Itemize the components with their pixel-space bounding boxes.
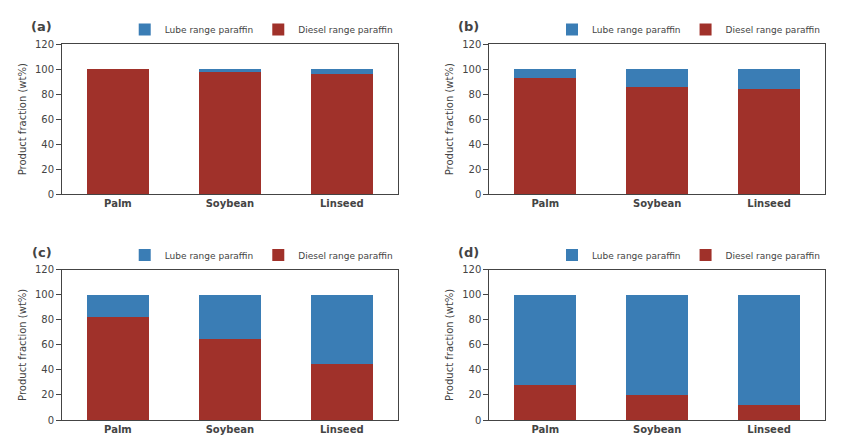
- svg-text:Lube range paraffin: Lube range paraffin: [165, 251, 254, 261]
- svg-text:100: 100: [462, 289, 481, 300]
- svg-text:Linseed: Linseed: [320, 424, 364, 435]
- svg-text:Soybean: Soybean: [633, 198, 681, 209]
- svg-text:Palm: Palm: [104, 198, 132, 209]
- svg-text:0: 0: [48, 189, 54, 200]
- svg-text:Product fraction (wt%): Product fraction (wt%): [17, 63, 28, 175]
- svg-text:20: 20: [469, 389, 482, 400]
- svg-text:40: 40: [41, 139, 54, 150]
- svg-text:60: 60: [41, 339, 54, 350]
- svg-text:Product fraction (wt%): Product fraction (wt%): [444, 289, 455, 401]
- svg-text:(c): (c): [32, 245, 52, 260]
- svg-text:120: 120: [35, 264, 54, 275]
- svg-text:Lube range paraffin: Lube range paraffin: [592, 25, 681, 35]
- svg-text:60: 60: [469, 114, 482, 125]
- svg-text:80: 80: [41, 89, 54, 100]
- svg-text:100: 100: [35, 64, 54, 75]
- svg-text:40: 40: [41, 364, 54, 375]
- svg-text:20: 20: [469, 164, 482, 175]
- svg-text:80: 80: [469, 314, 482, 325]
- svg-text:60: 60: [469, 339, 482, 350]
- svg-text:Palm: Palm: [531, 424, 559, 435]
- svg-text:Diesel range paraffin: Diesel range paraffin: [298, 25, 392, 35]
- svg-text:Linseed: Linseed: [747, 198, 791, 209]
- svg-text:60: 60: [41, 114, 54, 125]
- svg-text:Diesel range paraffin: Diesel range paraffin: [726, 25, 820, 35]
- svg-text:Product fraction (wt%): Product fraction (wt%): [17, 289, 28, 401]
- svg-text:120: 120: [35, 39, 54, 50]
- svg-text:Lube range paraffin: Lube range paraffin: [592, 251, 681, 261]
- svg-text:100: 100: [35, 289, 54, 300]
- svg-text:Soybean: Soybean: [633, 424, 681, 435]
- svg-text:(b): (b): [458, 19, 479, 34]
- svg-text:(a): (a): [31, 19, 52, 34]
- svg-text:40: 40: [469, 139, 482, 150]
- svg-text:Lube range paraffin: Lube range paraffin: [165, 25, 254, 35]
- svg-text:Diesel range paraffin: Diesel range paraffin: [298, 251, 392, 261]
- svg-text:Diesel range paraffin: Diesel range paraffin: [726, 251, 820, 261]
- svg-text:Soybean: Soybean: [206, 198, 254, 209]
- svg-text:0: 0: [48, 415, 54, 426]
- svg-text:0: 0: [475, 415, 481, 426]
- svg-text:(d): (d): [458, 245, 479, 260]
- svg-text:Palm: Palm: [531, 198, 559, 209]
- svg-text:Linseed: Linseed: [747, 424, 791, 435]
- svg-text:100: 100: [462, 64, 481, 75]
- svg-text:Linseed: Linseed: [320, 198, 364, 209]
- svg-text:0: 0: [475, 189, 481, 200]
- svg-text:20: 20: [41, 164, 54, 175]
- svg-text:80: 80: [469, 89, 482, 100]
- svg-text:Palm: Palm: [104, 424, 132, 435]
- svg-text:120: 120: [462, 39, 481, 50]
- svg-text:Soybean: Soybean: [206, 424, 254, 435]
- svg-text:20: 20: [41, 389, 54, 400]
- svg-text:120: 120: [462, 264, 481, 275]
- svg-text:Product fraction (wt%): Product fraction (wt%): [444, 63, 455, 175]
- svg-text:80: 80: [41, 314, 54, 325]
- svg-text:40: 40: [469, 364, 482, 375]
